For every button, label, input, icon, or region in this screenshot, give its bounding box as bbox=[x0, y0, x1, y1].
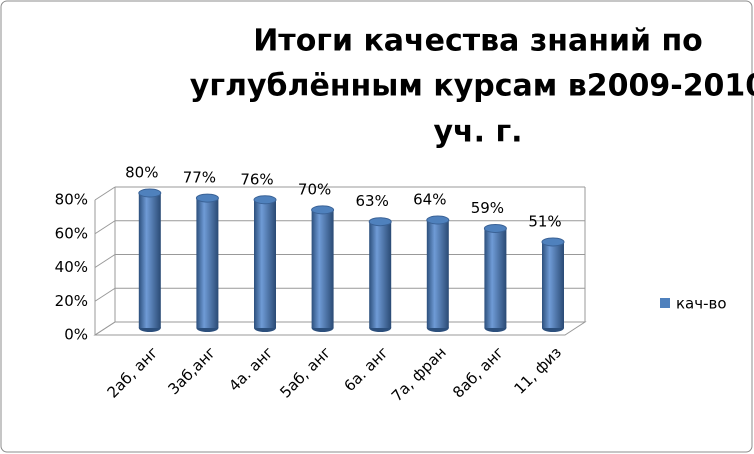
grid-line bbox=[94, 220, 116, 235]
legend-label: кач-во bbox=[676, 295, 727, 313]
data-label: 59% bbox=[471, 199, 504, 217]
y-tick-label: 60% bbox=[55, 224, 88, 242]
chart-title-line: Итоги качества знаний по bbox=[253, 24, 703, 59]
bar-body bbox=[196, 198, 219, 328]
data-label: 64% bbox=[413, 191, 446, 209]
data-label: 63% bbox=[356, 192, 389, 210]
grid-line bbox=[94, 321, 116, 336]
bar-top bbox=[541, 237, 565, 247]
bar-body bbox=[311, 209, 334, 328]
bar-top bbox=[138, 188, 162, 198]
data-label: 70% bbox=[298, 180, 331, 198]
bar-body bbox=[369, 221, 392, 328]
bar bbox=[368, 217, 392, 332]
bar bbox=[426, 215, 450, 332]
bar bbox=[138, 188, 162, 332]
bar-body bbox=[138, 193, 161, 328]
grid-line bbox=[94, 287, 116, 302]
bar bbox=[253, 195, 277, 332]
bar bbox=[311, 205, 335, 332]
bar-body bbox=[254, 199, 276, 328]
chart-title-line: углублённым курсам в2009-2010 bbox=[190, 69, 754, 104]
y-tick-label: 0% bbox=[64, 326, 88, 344]
data-label: 80% bbox=[125, 164, 158, 182]
data-label: 51% bbox=[528, 212, 561, 230]
bar-top bbox=[311, 205, 335, 215]
chart-title-line: уч. г. bbox=[433, 115, 522, 150]
bar-top bbox=[253, 195, 277, 205]
y-tick-label: 80% bbox=[55, 191, 88, 209]
bar bbox=[541, 237, 565, 332]
bar-top bbox=[195, 193, 219, 203]
y-tick-label: 20% bbox=[55, 292, 88, 310]
y-tick-label: 40% bbox=[55, 258, 88, 276]
legend-swatch bbox=[660, 298, 670, 308]
bar-top bbox=[426, 215, 450, 225]
grid-line bbox=[94, 254, 116, 268]
bar-top bbox=[483, 223, 507, 233]
bar-top bbox=[368, 217, 392, 227]
grid-line bbox=[94, 186, 116, 201]
data-label: 76% bbox=[240, 170, 273, 188]
data-label: 77% bbox=[183, 169, 216, 187]
bar-body bbox=[484, 228, 507, 328]
bar bbox=[483, 223, 507, 332]
bar-body bbox=[426, 220, 449, 328]
chart-title: Итоги качества знаний по углублённым кур… bbox=[190, 24, 754, 150]
bar bbox=[195, 193, 219, 332]
bar-body bbox=[542, 241, 564, 328]
